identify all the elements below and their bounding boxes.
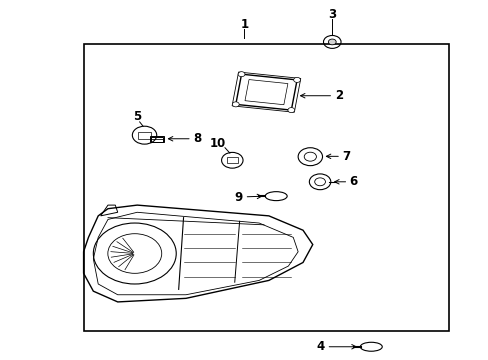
Text: 9: 9 — [234, 191, 243, 204]
Text: 6: 6 — [348, 175, 357, 188]
Text: 4: 4 — [316, 340, 325, 353]
Text: 8: 8 — [193, 132, 201, 145]
Circle shape — [293, 77, 300, 82]
Circle shape — [328, 39, 335, 45]
Text: 1: 1 — [240, 18, 248, 31]
Circle shape — [238, 72, 244, 77]
Bar — [226, 157, 237, 163]
Text: 3: 3 — [327, 8, 336, 21]
Bar — [150, 135, 163, 142]
Text: 5: 5 — [133, 111, 141, 123]
Bar — [83, 44, 448, 330]
Circle shape — [287, 108, 294, 113]
Text: 7: 7 — [341, 150, 349, 163]
Text: 2: 2 — [334, 89, 342, 102]
Circle shape — [232, 102, 239, 107]
Bar — [150, 136, 163, 142]
Bar — [138, 132, 150, 139]
Text: 10: 10 — [209, 136, 225, 149]
